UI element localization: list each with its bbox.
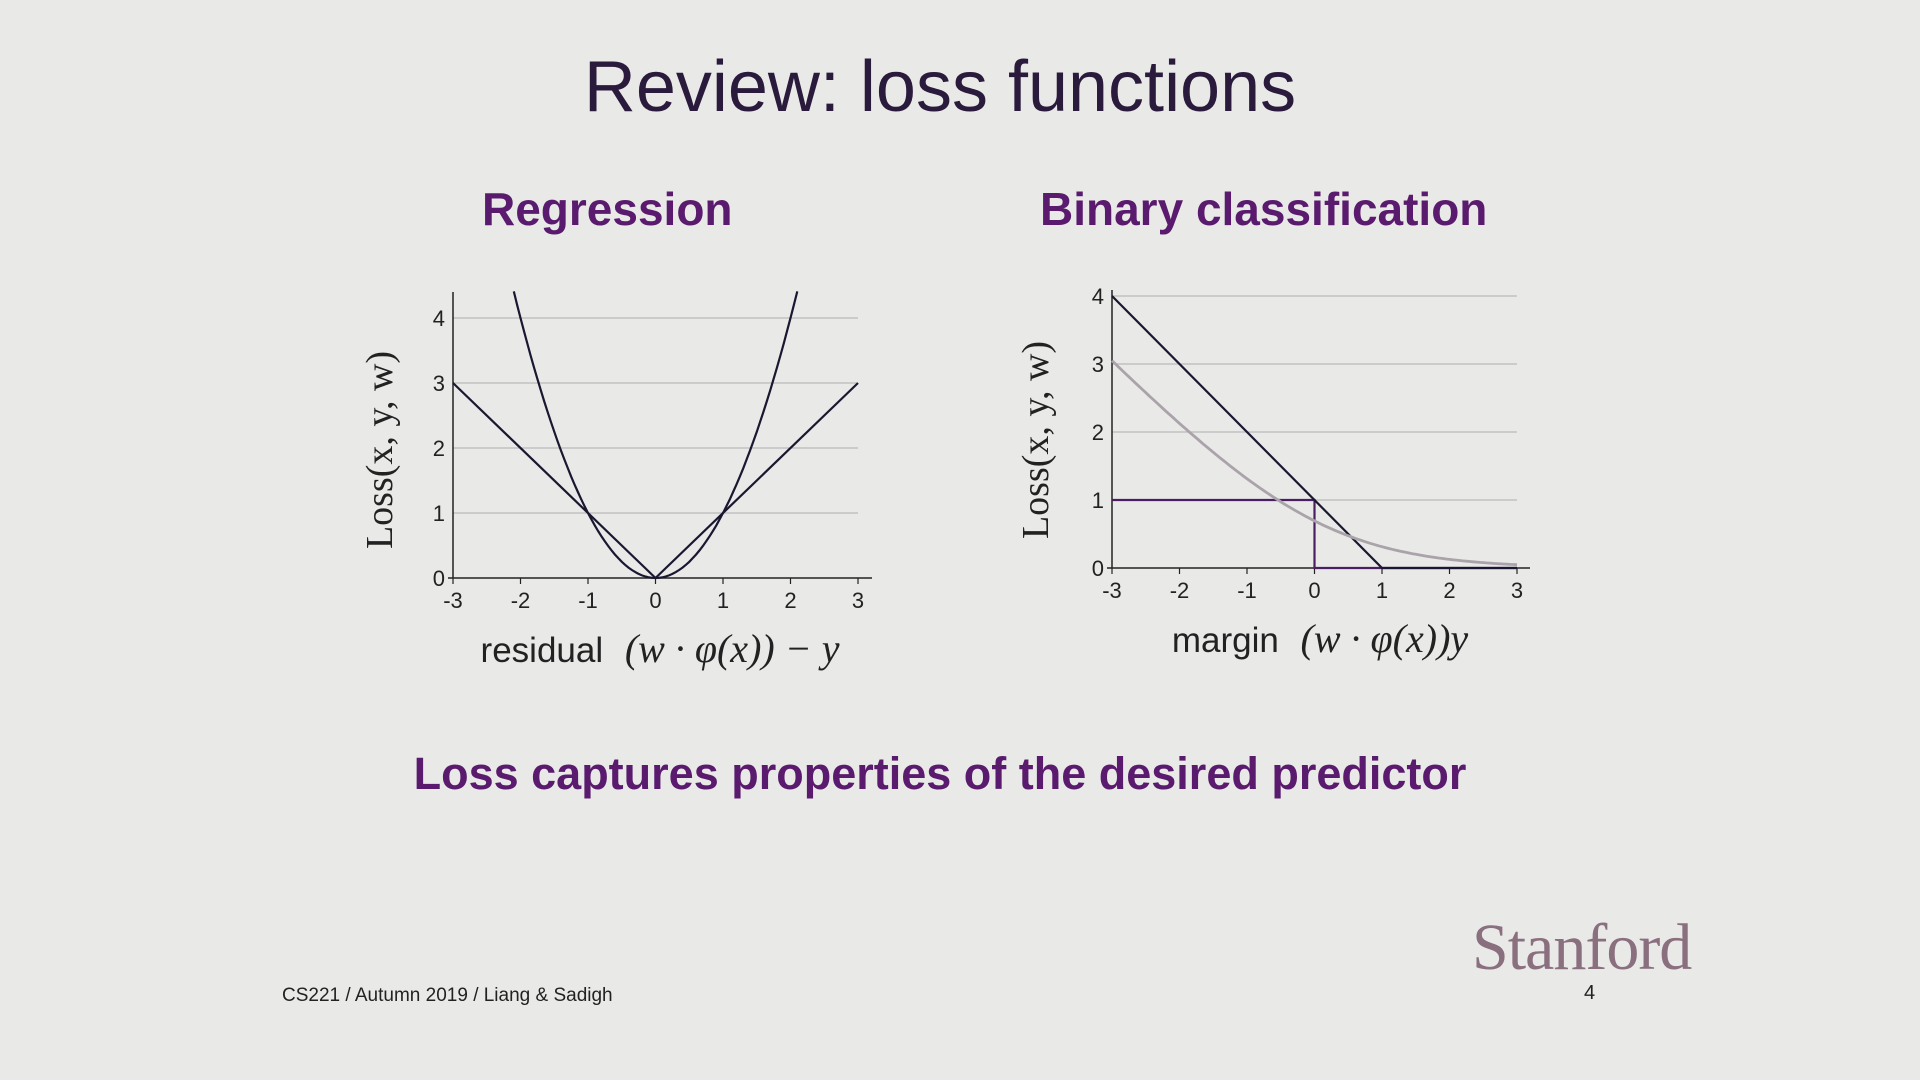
cls-x-tick-label: 1 [1376, 578, 1388, 603]
reg-y-tick-label: 0 [433, 566, 445, 591]
cls-x-tick-label: 3 [1511, 578, 1523, 603]
squared-loss-curve [512, 291, 799, 580]
page-number: 4 [1584, 982, 1596, 1004]
zero-one-loss-curve [1112, 498, 1517, 570]
regression-chart: -3 -2 -1 0 1 2 3 0 1 2 3 4 Loss(x, y, w) residual … [359, 291, 872, 671]
classification-x-label: margin (w · φ(x))y [1172, 616, 1469, 661]
slide-title: Review: loss functions [583, 47, 1297, 127]
regression-x-label: residual (w · φ(x)) − y [481, 626, 840, 671]
hinge-loss-curve [1111, 295, 1517, 570]
reg-x-tick-label: -1 [578, 588, 598, 613]
cls-y-tick-label: 0 [1092, 556, 1104, 581]
reg-x-tick-label: 1 [717, 588, 729, 613]
reg-x-tick-label: 2 [784, 588, 796, 613]
absolute-loss-curve [452, 382, 859, 580]
reg-x-tick-label: -3 [443, 588, 463, 613]
cls-y-tick-label: 3 [1092, 352, 1104, 377]
reg-x-tick-label: 3 [852, 588, 864, 613]
classification-y-label: Loss(x, y, w) [1015, 341, 1057, 539]
regression-heading: Regression [482, 183, 733, 235]
cls-x-tick-label: 0 [1308, 578, 1320, 603]
regression-y-label: Loss(x, y, w) [359, 351, 401, 549]
logistic-loss-curve [1111, 359, 1518, 567]
cls-y-tick-label: 2 [1092, 420, 1104, 445]
footer-credit: CS221 / Autumn 2019 / Liang & Sadigh [282, 985, 613, 1006]
reg-x-tick-label: 0 [649, 588, 661, 613]
classification-chart: -3 -2 -1 0 1 2 3 0 1 2 3 4 Loss(x, y, w) margin (w… [1015, 284, 1530, 661]
cls-y-tick-label: 1 [1092, 488, 1104, 513]
tagline: Loss captures properties of the desired … [413, 748, 1467, 799]
cls-x-tick-label: -3 [1102, 578, 1122, 603]
reg-y-tick-label: 2 [433, 436, 445, 461]
cls-y-tick-label: 4 [1092, 284, 1104, 309]
reg-y-tick-label: 4 [433, 306, 445, 331]
reg-x-tick-label: -2 [511, 588, 531, 613]
reg-y-tick-label: 3 [433, 371, 445, 396]
classification-heading: Binary classification [1040, 183, 1488, 235]
reg-y-tick-label: 1 [433, 501, 445, 526]
cls-x-tick-label: -1 [1237, 578, 1257, 603]
cls-x-tick-label: -2 [1170, 578, 1190, 603]
stanford-logo: Stanford [1472, 911, 1692, 984]
cls-x-tick-label: 2 [1443, 578, 1455, 603]
